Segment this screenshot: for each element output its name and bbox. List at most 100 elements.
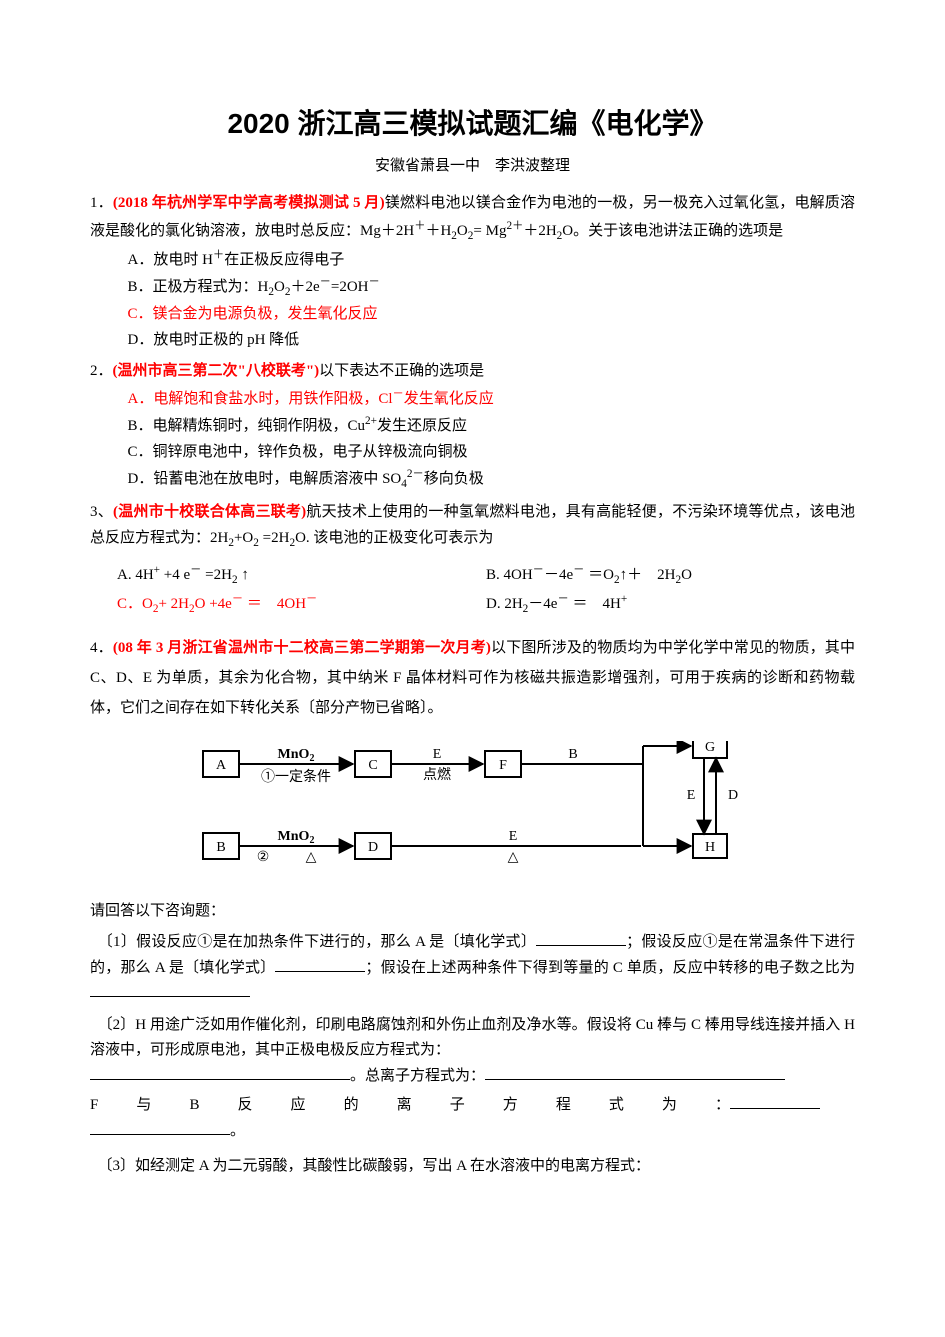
q2-optD: D．铅蓄电池在放电时，电解质溶液中 SO42－移向负极 [128, 465, 856, 494]
q1-optB: B．正极方程式为：H2O2＋2e－=2OH－ [128, 273, 856, 302]
q4-ask: 请回答以下咨询题： [90, 899, 855, 925]
q2-optA: A．电解饱和食盐水时，用铁作阳极，Cl－发生氧化反应 [128, 385, 856, 413]
optB-text: ＝O [584, 567, 614, 583]
blank-input[interactable] [90, 1134, 230, 1135]
blank-input[interactable] [90, 1079, 350, 1080]
q4-part3: 〔3〕如经测定 A 为二元弱酸，其酸性比碳酸弱，写出 A 在水溶液中的电离方程式… [90, 1154, 855, 1180]
q2-body: 以下表达不正确的选项是 [319, 363, 484, 379]
label-mno2-1: MnO2 [277, 747, 314, 764]
label-dianran: 点燃 [423, 766, 451, 783]
q3-optD: D. 2H2－4e－ ＝ 4H+ [486, 590, 855, 619]
optA-text: ↑ [238, 567, 249, 583]
optB-text: B. 4OH [486, 567, 533, 583]
sup-plus: ＋ [213, 249, 224, 261]
sup-plus: + [621, 593, 627, 605]
q3-choices-row1: A. 4H+ +4 e－ =2H2 ↑ B. 4OH－－4e－ ＝O2↑＋ 2H… [117, 561, 855, 590]
blank-input[interactable] [485, 1079, 785, 1080]
q2-optB: B．电解精炼铜时，纯铜作阴极，Cu2+发生还原反应 [128, 412, 856, 440]
q3-body-part: +O [234, 530, 253, 546]
q3-body-part: =2H [259, 530, 290, 546]
optB-text: O [274, 279, 285, 295]
p3-text: 〔3〕如经测定 A 为二元弱酸，其酸性比碳酸弱，写出 A 在水溶液中的电离方程式… [105, 1158, 650, 1174]
q4-part2-line: 。总离子方程式为： [90, 1064, 855, 1090]
blank-input[interactable] [730, 1108, 820, 1109]
p1-text: ；假设在上述两种条件下得到等量的 C 单质，反应中转移的电子数之比为 [365, 960, 855, 976]
q1-body-part: O。关于该电池讲法正确的选项是 [562, 223, 783, 239]
label-tri3: △ [507, 850, 518, 865]
q4-diagram: A MnO2 ①一定条件 C E 点燃 F B G E D [90, 741, 855, 881]
sup-2plus: 2+ [365, 415, 377, 427]
q3-optA: A. 4H+ +4 e－ =2H2 ↑ [117, 561, 486, 590]
box-D: D [367, 840, 377, 855]
optA-text: A. 4H [117, 567, 154, 583]
q4-num: 4． [90, 640, 113, 656]
optC-text: + 2H [158, 596, 189, 612]
optD-text: －4e [528, 596, 557, 612]
box-H: H [704, 840, 714, 855]
label-E2: E [686, 788, 695, 803]
optA-text: +4 e [160, 567, 190, 583]
page-title: 2020 浙江高三模拟试题汇编《电化学》 [90, 100, 855, 148]
q2-optC: C．铜锌原电池中，锌作负极，电子从锌极流向铜极 [128, 440, 856, 466]
label-E3: E [508, 829, 517, 844]
label-cond1: ①一定条件 [261, 768, 331, 785]
q1-source: (2018 年杭州学军中学高考模拟测试 5 月) [113, 195, 385, 211]
q4-part2: 〔2〕H 用途广泛如用作催化剂，印刷电路腐蚀剂和外伤止血剂及净水等。假设将 Cu… [90, 1013, 855, 1064]
sup-minus: － [369, 276, 380, 288]
q2-num: 2． [90, 363, 113, 379]
optA-text: A．放电时 H [128, 252, 213, 268]
sup-minus: － [533, 564, 544, 576]
sup-minus: － [320, 276, 331, 288]
q1-body-part: O [457, 223, 468, 239]
page-subtitle: 安徽省萧县一中 李洪波整理 [90, 154, 855, 180]
optA-text: A．电解饱和食盐水时，用铁作阳极，Cl [128, 391, 393, 407]
label-cond2: ② [256, 850, 269, 865]
label-mno2-2: MnO2 [277, 829, 314, 846]
flowchart-svg: A MnO2 ①一定条件 C E 点燃 F B G E D [193, 741, 753, 871]
q3-source: (温州市十校联合体高三联考) [113, 504, 306, 520]
q3-num: 3、 [90, 504, 113, 520]
p1-text: 〔1〕假设反应①是在加热条件下进行的，那么 A 是〔填化学式〕 [105, 934, 536, 950]
sup-plus: ＋ [414, 220, 425, 232]
q1-body-part: ＋H [425, 223, 451, 239]
optC-text: O +4e [195, 596, 232, 612]
sup-2plus: 2＋ [506, 220, 523, 232]
q4-part2-line3: 。 [90, 1119, 855, 1145]
q4-part1: 〔1〕假设反应①是在加热条件下进行的，那么 A 是〔填化学式〕；假设反应①是在常… [90, 930, 855, 1007]
optD-text: D. 2H [486, 596, 523, 612]
question-1: 1．(2018 年杭州学军中学高考模拟测试 5 月)镁燃料电池以镁合金作为电池的… [90, 191, 855, 246]
question-3: 3、(温州市十校联合体高三联考)航天技术上使用的一种氢氧燃料电池，具有高能轻便，… [90, 500, 855, 553]
optD-text: D．铅蓄电池在放电时，电解质溶液中 SO [128, 471, 402, 487]
sup-minus: － [393, 388, 404, 400]
spacer [90, 553, 855, 561]
sup-minus: － [306, 593, 317, 605]
blank-input[interactable] [275, 956, 365, 972]
optC-text: ＝ 4OH [243, 596, 306, 612]
exam-page: 2020 浙江高三模拟试题汇编《电化学》 安徽省萧县一中 李洪波整理 1．(20… [0, 0, 945, 1240]
optA-text: =2H [201, 567, 232, 583]
optB-text: B．正极方程式为：H [128, 279, 269, 295]
box-B: B [216, 840, 225, 855]
optD-text: 移向负极 [424, 471, 484, 487]
q3-optC: C．O2+ 2H2O +4e－ ＝ 4OH－ [117, 590, 486, 619]
question-4: 4．(08 年 3 月浙江省温州市十二校高三第二学期第一次月考)以下图所涉及的物… [90, 633, 855, 723]
label-E1: E [432, 747, 441, 762]
p2d: 。 [230, 1123, 245, 1139]
optA-text: 发生氧化反应 [404, 391, 494, 407]
label-D: D [727, 788, 737, 803]
q3-optB: B. 4OH－－4e－ ＝O2↑＋ 2H2O [486, 561, 855, 590]
q1-optC: C．镁合金为电源负极，发生氧化反应 [128, 302, 856, 328]
q1-num: 1． [90, 195, 113, 211]
sup-minus: － [557, 593, 568, 605]
question-2: 2．(温州市高三第二次"八校联考")以下表达不正确的选项是 [90, 359, 855, 385]
box-A: A [215, 758, 226, 773]
optA-text: 在正极反应得电子 [224, 252, 344, 268]
sup-minus: － [573, 564, 584, 576]
box-G: G [704, 741, 714, 755]
blank-input[interactable] [90, 981, 250, 997]
blank-input[interactable] [536, 930, 626, 946]
optB-text: B．电解精炼铜时，纯铜作阴极，Cu [128, 418, 366, 434]
p2c-spaced: F 与 B 反 应 的 离 子 方 程 式 为 ： [90, 1093, 730, 1119]
q1-body-part: = Mg [473, 223, 506, 239]
q3-choices-row2: C．O2+ 2H2O +4e－ ＝ 4OH－ D. 2H2－4e－ ＝ 4H+ [117, 590, 855, 619]
